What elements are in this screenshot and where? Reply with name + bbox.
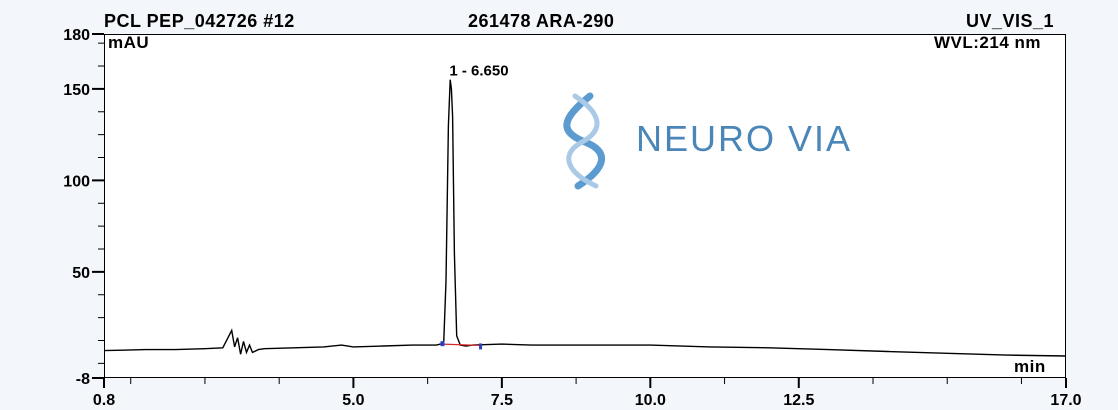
- brand-logo-text: NEURO VIA: [636, 118, 853, 159]
- x-tick-label: 7.5: [491, 392, 513, 409]
- x-axis-unit: min: [1014, 357, 1046, 376]
- peak-baseline: [442, 343, 482, 347]
- sample-name: PCL PEP_042726 #12: [104, 11, 295, 31]
- peak-start-marker: [440, 341, 445, 347]
- x-tick-label: 10.0: [635, 392, 666, 409]
- dna-helix-icon: [563, 92, 606, 190]
- x-tick-label: 17.0: [1050, 392, 1081, 409]
- peak-end-marker: [479, 343, 483, 350]
- chromatogram-trace: [103, 79, 1067, 357]
- x-tick-label: 12.5: [783, 392, 814, 409]
- y-axis-unit: mAU: [108, 33, 150, 52]
- plot-area: [104, 34, 1066, 378]
- channel-label: UV_VIS_1: [966, 11, 1055, 31]
- peak-label: 1 - 6.650: [449, 63, 508, 80]
- x-tick-label: 0.8: [93, 392, 115, 409]
- sample-id: 261478 ARA-290: [468, 11, 615, 31]
- y-tick-label: 180: [63, 27, 90, 44]
- y-tick-label: 100: [63, 173, 90, 190]
- wavelength-label: WVL:214 nm: [934, 33, 1042, 52]
- y-tick-label: 150: [63, 82, 90, 99]
- x-tick-label: 5.0: [342, 392, 364, 409]
- y-tick-label: -8: [76, 371, 90, 388]
- y-tick-label: 50: [72, 265, 90, 282]
